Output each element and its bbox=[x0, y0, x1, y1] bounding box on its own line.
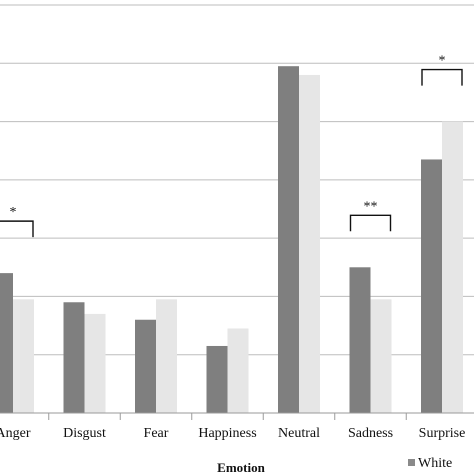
bar-series1-sadness bbox=[349, 267, 371, 413]
bar-series2-sadness bbox=[370, 299, 392, 413]
bar-series2-happiness bbox=[227, 328, 249, 413]
bar-series1-disgust bbox=[63, 302, 85, 413]
x-tick-label-surprise: Surprise bbox=[419, 426, 466, 441]
bar-series1-happiness bbox=[206, 345, 228, 413]
significance-bracket-surprise bbox=[421, 68, 463, 86]
x-tick-label-fear: Fear bbox=[144, 426, 169, 441]
significance-annotations: * *** bbox=[0, 54, 463, 238]
bar-series1-neutral bbox=[278, 66, 299, 413]
significance-label-surprise: * bbox=[439, 54, 446, 69]
x-tick-label-sadness: Sadness bbox=[348, 426, 393, 441]
significance-bracket-sadness bbox=[349, 214, 392, 232]
x-axis-title: Emotion bbox=[217, 460, 265, 474]
bar-series1-surprise bbox=[421, 159, 442, 413]
bar-series2-surprise bbox=[442, 121, 463, 414]
bars bbox=[0, 66, 463, 414]
bar-series2-anger bbox=[13, 299, 34, 413]
legend-swatch bbox=[408, 459, 415, 466]
legend: White bbox=[408, 456, 452, 471]
x-tick-label-neutral: Neutral bbox=[278, 426, 320, 441]
x-axis bbox=[0, 412, 474, 420]
gridlines bbox=[0, 4, 474, 356]
significance-label-sadness: ** bbox=[364, 199, 378, 214]
legend-label: White bbox=[418, 456, 452, 471]
x-tick-labels: Anger Disgust Fear Happiness Neutral Sadness S… bbox=[0, 426, 465, 441]
x-tick-label-disgust: Disgust bbox=[63, 426, 106, 441]
bar-series1-fear bbox=[135, 319, 156, 413]
bar-series2-fear bbox=[156, 299, 177, 413]
significance-label-anger: * bbox=[10, 205, 17, 220]
bar-series2-neutral bbox=[299, 74, 320, 413]
bar-series2-disgust bbox=[84, 313, 106, 413]
x-tick-label-happiness: Happiness bbox=[198, 426, 256, 441]
significance-bracket-anger bbox=[0, 220, 34, 238]
bar-series1-anger bbox=[0, 273, 13, 413]
x-tick-label-anger: Anger bbox=[0, 426, 31, 441]
